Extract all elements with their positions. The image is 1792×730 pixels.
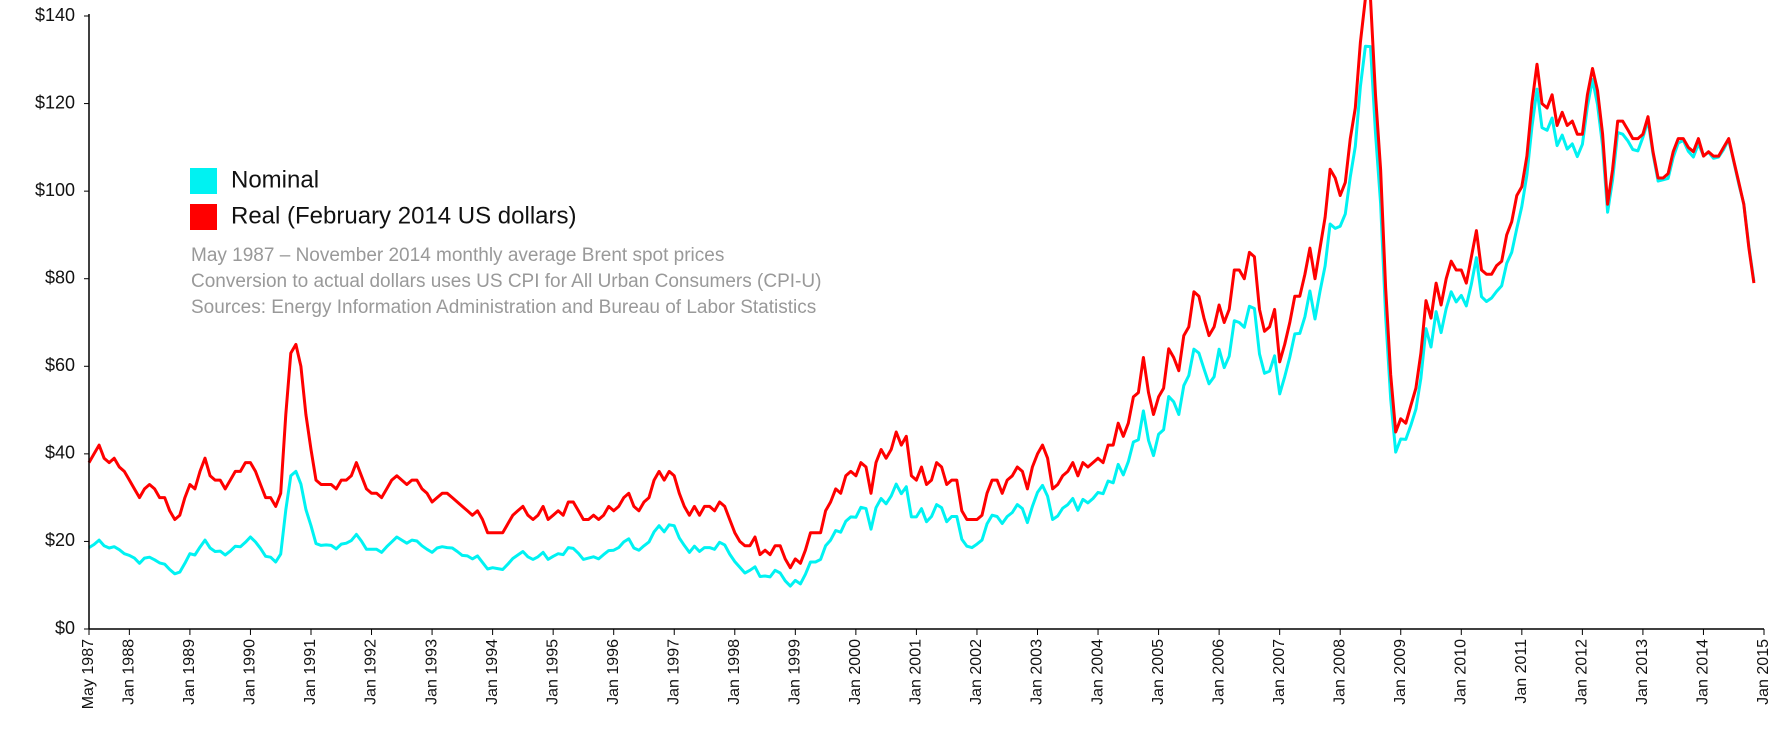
x-tick-label: Jan 1988 — [121, 639, 138, 705]
x-tick-label: Jan 1998 — [726, 639, 743, 705]
x-tick-label: Jan 1996 — [605, 639, 622, 705]
x-tick-label: Jan 2002 — [968, 639, 985, 705]
legend-label: Real (February 2014 US dollars) — [231, 202, 576, 229]
series-line — [87, 0, 1756, 570]
plot-area — [87, 0, 1756, 588]
y-tick-label: $60 — [45, 355, 75, 375]
y-tick-label: $40 — [45, 443, 75, 463]
annotation: May 1987 – November 2014 monthly average… — [191, 245, 724, 266]
x-tick-label: Jan 1989 — [181, 639, 198, 705]
annotation: Sources: Energy Information Administrati… — [191, 297, 816, 318]
x-tick-label: Jan 1997 — [665, 639, 682, 705]
series-line — [88, 44, 1756, 588]
x-tick-label: Jan 2006 — [1210, 639, 1227, 705]
y-tick-label: $20 — [45, 530, 75, 550]
y-tick-label: $140 — [35, 5, 75, 25]
legend-swatch — [190, 204, 217, 230]
x-tick-label: Jan 1990 — [242, 639, 259, 705]
x-tick-label: Jan 1995 — [544, 639, 561, 705]
x-tick-label: Jan 2010 — [1453, 639, 1470, 705]
x-tick-label: Jan 2007 — [1271, 639, 1288, 705]
legend-swatch — [190, 168, 217, 194]
x-tick-label: Jan 2009 — [1392, 639, 1409, 705]
x-tick-label: Jan 1993 — [423, 639, 440, 705]
x-tick-label: Jan 2008 — [1331, 639, 1348, 705]
x-tick-label: Jan 2005 — [1150, 639, 1167, 705]
y-tick-label: $100 — [35, 180, 75, 200]
y-tick-label: $80 — [45, 267, 75, 287]
x-tick-label: Jan 1992 — [363, 639, 380, 705]
x-tick-label: Jan 2015 — [1755, 639, 1772, 705]
x-tick-label: Jan 2013 — [1634, 639, 1651, 705]
x-tick-label: Jan 2000 — [847, 639, 864, 705]
x-tick-label: Jan 2004 — [1089, 639, 1106, 705]
x-tick-label: Jan 1991 — [302, 639, 319, 705]
y-tick-label: $120 — [35, 92, 75, 112]
x-tick-label: Jan 2001 — [908, 639, 925, 705]
x-tick-label: Jan 1999 — [787, 639, 804, 705]
x-tick-label: Jan 2003 — [1029, 639, 1046, 705]
legend: Nominal Real (February 2014 US dollars) — [190, 166, 576, 230]
annotation: Conversion to actual dollars uses US CPI… — [191, 271, 821, 292]
x-tick-label: Jan 2012 — [1574, 639, 1591, 705]
y-tick-label: $0 — [55, 618, 75, 638]
x-tick-label: Jan 2014 — [1695, 639, 1712, 705]
x-tick-label: Jan 2011 — [1513, 639, 1530, 704]
x-tick-label: May 1987 — [80, 639, 97, 709]
x-tick-label: Jan 1994 — [484, 639, 501, 705]
legend-label: Nominal — [231, 166, 319, 193]
